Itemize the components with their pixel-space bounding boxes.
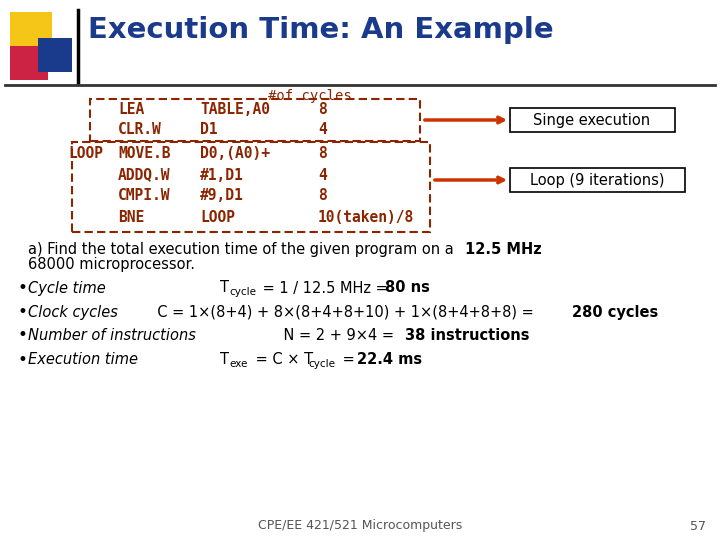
Text: CMPI.W: CMPI.W xyxy=(118,188,171,204)
Text: cycle: cycle xyxy=(229,287,256,297)
Text: ADDQ.W: ADDQ.W xyxy=(118,167,171,183)
Text: =: = xyxy=(338,353,359,368)
Text: 22.4 ms: 22.4 ms xyxy=(357,353,422,368)
Text: LOOP: LOOP xyxy=(200,211,235,226)
Text: •: • xyxy=(18,351,28,369)
Text: LEA: LEA xyxy=(118,103,144,118)
Text: TABLE,A0: TABLE,A0 xyxy=(200,103,270,118)
Text: N = 2 + 9×4 =: N = 2 + 9×4 = xyxy=(265,327,399,342)
Text: Cycle time: Cycle time xyxy=(28,280,106,295)
Text: Number of instructions: Number of instructions xyxy=(28,327,196,342)
Text: 10(taken)/8: 10(taken)/8 xyxy=(318,211,414,226)
Text: D0,(A0)+: D0,(A0)+ xyxy=(200,146,270,161)
Text: 280 cycles: 280 cycles xyxy=(572,305,658,320)
Text: 8: 8 xyxy=(318,103,327,118)
Text: CPE/EE 421/521 Microcomputers: CPE/EE 421/521 Microcomputers xyxy=(258,519,462,532)
Text: •: • xyxy=(18,303,28,321)
Text: 4: 4 xyxy=(318,167,327,183)
Text: 38 instructions: 38 instructions xyxy=(405,327,529,342)
Text: a) Find the total execution time of the given program on a: a) Find the total execution time of the … xyxy=(28,242,459,257)
Bar xyxy=(10,46,48,80)
Bar xyxy=(38,38,72,72)
Text: 4: 4 xyxy=(318,123,327,138)
Text: 8: 8 xyxy=(318,188,327,204)
Bar xyxy=(510,168,685,192)
Text: exe: exe xyxy=(229,359,248,369)
Text: D1: D1 xyxy=(200,123,217,138)
Text: Execution time: Execution time xyxy=(28,353,138,368)
Text: #of cycles: #of cycles xyxy=(268,89,352,103)
Text: = 1 / 12.5 MHz =: = 1 / 12.5 MHz = xyxy=(258,280,392,295)
Text: 57: 57 xyxy=(690,519,706,532)
Text: Singe execution: Singe execution xyxy=(534,112,651,127)
Text: #1,D1: #1,D1 xyxy=(200,167,244,183)
Bar xyxy=(72,142,430,232)
Bar xyxy=(90,99,420,141)
Text: CLR.W: CLR.W xyxy=(118,123,162,138)
Bar xyxy=(10,12,52,52)
Text: Loop (9 iterations): Loop (9 iterations) xyxy=(530,172,665,187)
Text: •: • xyxy=(18,326,28,344)
Text: BNE: BNE xyxy=(118,211,144,226)
Text: LOOP: LOOP xyxy=(68,146,103,161)
Text: T: T xyxy=(220,353,229,368)
Text: 68000 microprocessor.: 68000 microprocessor. xyxy=(28,257,195,272)
Text: T: T xyxy=(220,280,229,295)
Text: •: • xyxy=(18,279,28,297)
Text: MOVE.B: MOVE.B xyxy=(118,146,171,161)
Text: #9,D1: #9,D1 xyxy=(200,188,244,204)
Bar xyxy=(510,108,675,132)
Text: 12.5 MHz: 12.5 MHz xyxy=(465,242,541,257)
Text: Clock cycles: Clock cycles xyxy=(28,305,118,320)
Text: 8: 8 xyxy=(318,146,327,161)
Text: = C × T: = C × T xyxy=(251,353,313,368)
Text: Execution Time: An Example: Execution Time: An Example xyxy=(88,16,554,44)
Text: cycle: cycle xyxy=(308,359,335,369)
Text: C = 1×(8+4) + 8×(8+4+8+10) + 1×(8+4+8+8) =: C = 1×(8+4) + 8×(8+4+8+10) + 1×(8+4+8+8)… xyxy=(148,305,539,320)
Text: 80 ns: 80 ns xyxy=(385,280,430,295)
